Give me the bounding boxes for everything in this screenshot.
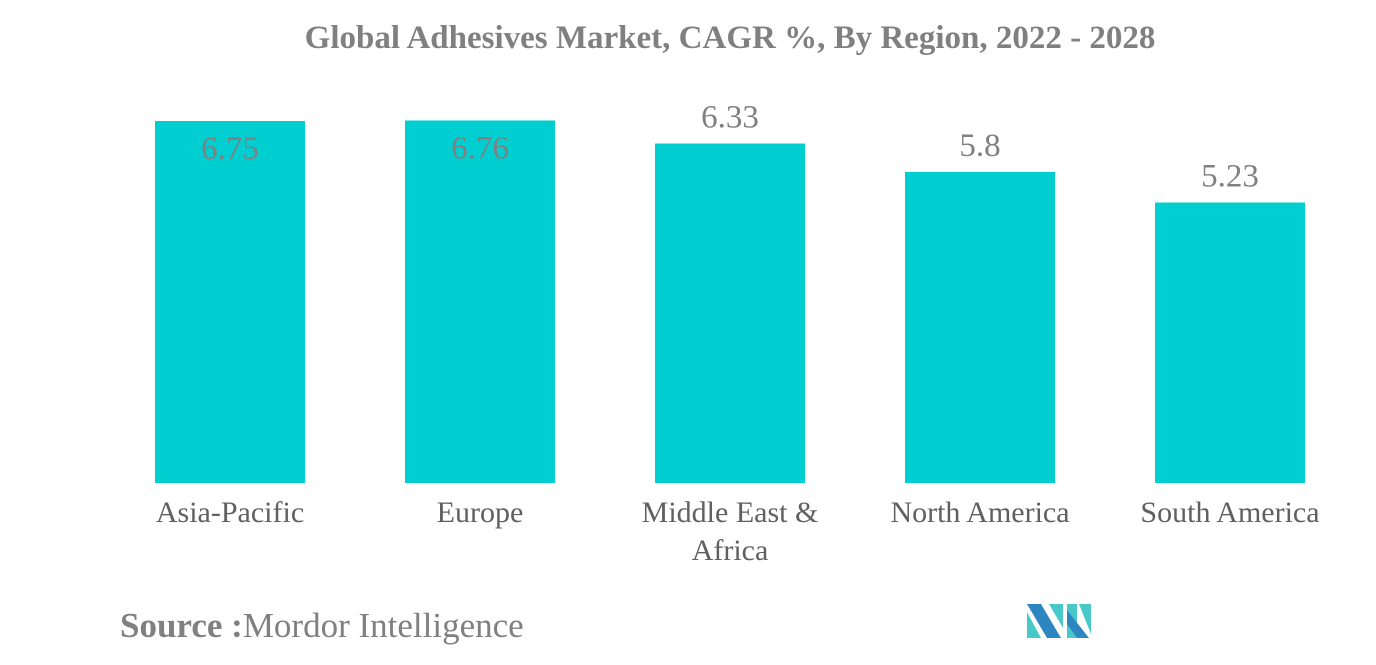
source-line: Source :Mordor Intelligence	[120, 606, 524, 646]
bar-chart: 6.75 Asia-Pacific 6.76 Europe 6.33 Middle Eas…	[155, 100, 1320, 567]
data-label: 6.75	[201, 131, 259, 167]
source-label: Source :	[120, 606, 243, 645]
data-label: 6.33	[701, 100, 759, 136]
bar-0	[155, 121, 305, 483]
source-value: Mordor Intelligence	[242, 606, 524, 645]
chart-title: Global Adhesives Market, CAGR %, By Regi…	[304, 20, 1156, 56]
x-tick-label: North America	[890, 496, 1069, 529]
bar-2	[655, 143, 805, 484]
bar-4	[1155, 202, 1305, 483]
mordor-logo-icon	[1027, 604, 1091, 638]
data-label: 5.8	[959, 128, 1000, 164]
data-label: 5.23	[1201, 159, 1259, 195]
x-tick-label: South America	[1140, 496, 1319, 529]
x-tick-label: Asia-Pacific	[156, 496, 304, 529]
bar-1	[405, 120, 555, 483]
x-tick-label: Europe	[437, 496, 524, 529]
data-label: 6.76	[451, 130, 509, 166]
x-tick-label: Middle East & Africa	[642, 496, 819, 567]
bar-3	[905, 171, 1055, 483]
